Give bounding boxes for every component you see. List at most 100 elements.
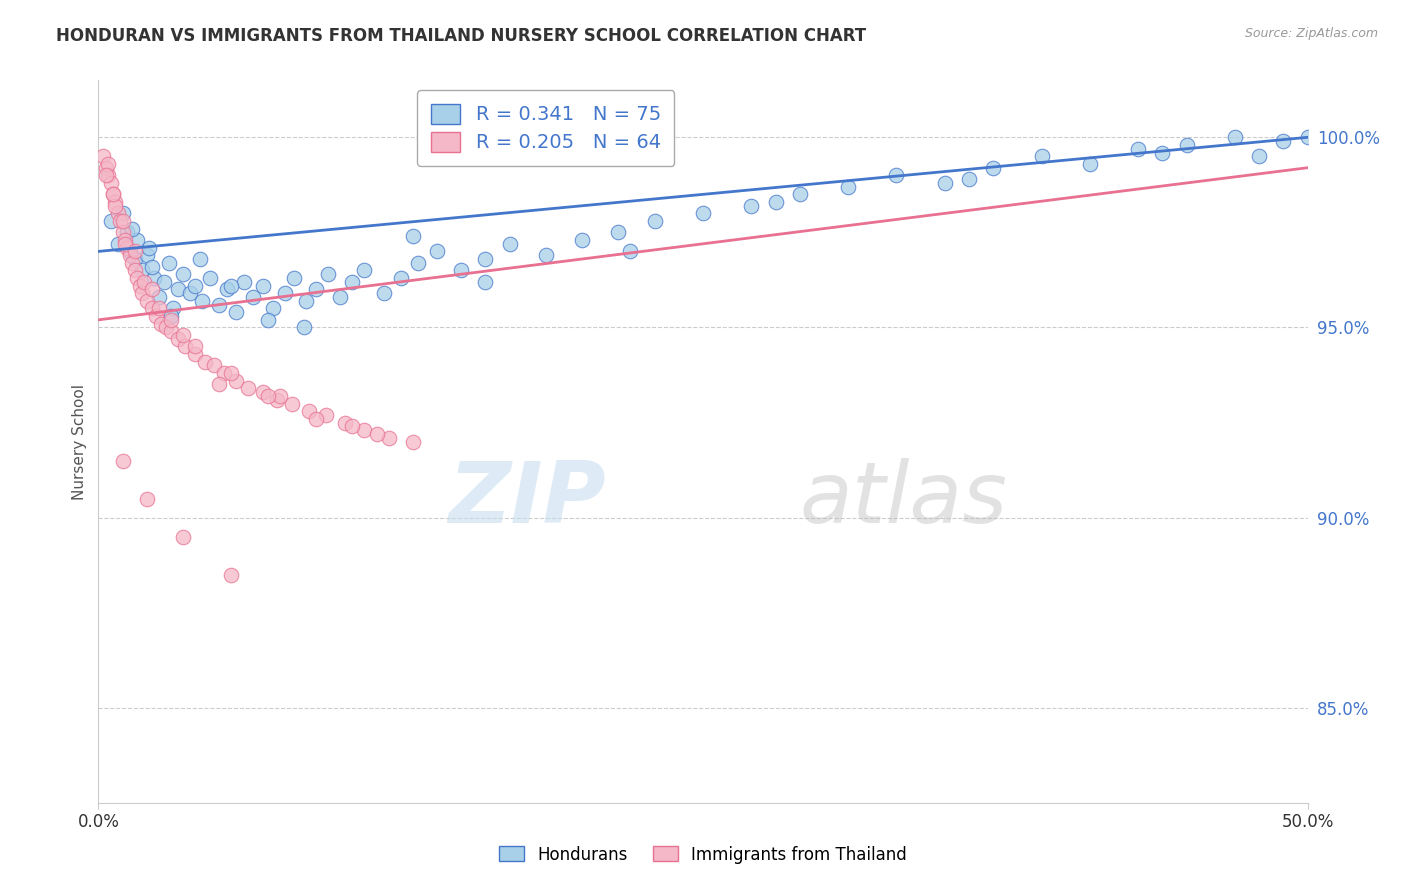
Point [179, 286, 201, 301]
Point [426, 244, 449, 259]
Point [111, 226, 134, 240]
Point [1152, 145, 1174, 160]
Point [221, 567, 243, 582]
Point [114, 236, 136, 251]
Point [221, 366, 243, 380]
Point [141, 260, 163, 274]
Point [191, 293, 214, 308]
Point [1272, 134, 1295, 148]
Point [141, 282, 163, 296]
Point [957, 172, 980, 186]
Point [283, 271, 305, 285]
Point [305, 411, 328, 425]
Point [1296, 130, 1319, 145]
Point [1078, 157, 1101, 171]
Point [118, 248, 141, 262]
Point [121, 256, 143, 270]
Point [886, 169, 908, 183]
Point [329, 290, 352, 304]
Point [131, 263, 153, 277]
Point [104, 199, 127, 213]
Point [252, 278, 274, 293]
Point [157, 256, 180, 270]
Point [97, 169, 120, 183]
Point [108, 214, 131, 228]
Point [406, 256, 429, 270]
Point [124, 263, 146, 277]
Point [101, 187, 124, 202]
Point [607, 226, 630, 240]
Point [232, 275, 254, 289]
Point [124, 252, 146, 266]
Point [644, 214, 666, 228]
Point [305, 282, 328, 296]
Point [692, 206, 714, 220]
Point [256, 389, 278, 403]
Point [373, 286, 395, 301]
Point [238, 381, 260, 395]
Point [138, 241, 160, 255]
Text: ZIP: ZIP [449, 458, 606, 541]
Point [117, 226, 139, 240]
Point [740, 199, 762, 213]
Point [141, 301, 163, 316]
Y-axis label: Nursery School: Nursery School [72, 384, 87, 500]
Point [981, 161, 1004, 175]
Point [1223, 130, 1246, 145]
Point [135, 491, 157, 506]
Point [498, 236, 520, 251]
Point [315, 408, 337, 422]
Point [131, 286, 153, 301]
Point [256, 313, 278, 327]
Point [124, 244, 146, 259]
Point [1175, 137, 1198, 152]
Point [534, 248, 557, 262]
Point [316, 267, 339, 281]
Point [152, 275, 174, 289]
Point [128, 278, 150, 293]
Point [789, 187, 811, 202]
Legend: Hondurans, Immigrants from Thailand: Hondurans, Immigrants from Thailand [492, 839, 914, 871]
Point [269, 389, 291, 403]
Point [619, 244, 641, 259]
Point [174, 339, 197, 353]
Point [91, 149, 114, 163]
Point [215, 282, 238, 296]
Point [266, 392, 288, 407]
Point [111, 214, 134, 228]
Point [212, 366, 235, 380]
Point [225, 374, 247, 388]
Point [474, 275, 496, 289]
Point [143, 271, 166, 285]
Point [160, 309, 183, 323]
Point [107, 236, 129, 251]
Point [353, 423, 375, 437]
Point [184, 278, 207, 293]
Point [94, 169, 117, 183]
Point [389, 271, 412, 285]
Point [450, 263, 472, 277]
Point [221, 278, 243, 293]
Point [127, 233, 149, 247]
Point [167, 332, 190, 346]
Point [273, 286, 295, 301]
Point [225, 305, 247, 319]
Text: HONDURAN VS IMMIGRANTS FROM THAILAND NURSERY SCHOOL CORRELATION CHART: HONDURAN VS IMMIGRANTS FROM THAILAND NUR… [56, 27, 866, 45]
Legend: R = 0.341   N = 75, R = 0.205   N = 64: R = 0.341 N = 75, R = 0.205 N = 64 [418, 90, 675, 166]
Point [837, 179, 859, 194]
Point [295, 293, 318, 308]
Point [111, 206, 134, 220]
Point [402, 434, 425, 449]
Point [172, 328, 194, 343]
Point [198, 271, 221, 285]
Point [97, 157, 120, 171]
Point [162, 301, 184, 316]
Point [934, 176, 956, 190]
Point [121, 221, 143, 235]
Point [135, 248, 157, 262]
Point [134, 275, 156, 289]
Point [150, 317, 173, 331]
Point [148, 290, 170, 304]
Point [160, 313, 183, 327]
Point [298, 404, 321, 418]
